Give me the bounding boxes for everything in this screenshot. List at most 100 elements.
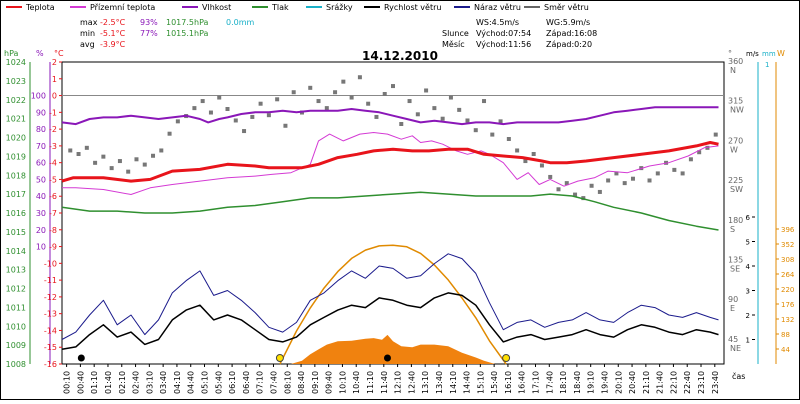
temp-tick-label: -1 bbox=[49, 108, 57, 117]
temp-tick-label: -15 bbox=[44, 343, 57, 352]
axis-unit-hpa: hPa bbox=[4, 49, 19, 58]
pressure-line bbox=[61, 191, 719, 231]
sun-set: Západ:16:08 bbox=[546, 29, 597, 38]
solar-tick-label: 44 bbox=[781, 346, 790, 354]
wind-dir-dot bbox=[448, 95, 453, 100]
time-tick-label: 18:40 bbox=[573, 371, 582, 394]
astro-markers bbox=[77, 354, 511, 362]
dir-tick-name: NE bbox=[730, 344, 741, 353]
wind-dir-dot bbox=[506, 137, 511, 141]
wind-dir-dot bbox=[208, 110, 213, 115]
wind-dir-dot bbox=[117, 159, 122, 164]
axis-unit-w: W bbox=[777, 49, 785, 58]
hum-tick-label: 90 bbox=[36, 108, 46, 117]
wind-dir-dot bbox=[316, 99, 321, 104]
astro-panel: WS:4.5m/s WG:5.9m/s Slunce Východ:07:54 Zápa… bbox=[442, 18, 597, 49]
wind-tick-label: 4 bbox=[746, 263, 751, 271]
sun-curve bbox=[279, 244, 507, 365]
time-tick-label: 21:40 bbox=[656, 371, 665, 394]
wind-tick-label: 2 bbox=[746, 312, 750, 320]
wind-dir-dot bbox=[457, 107, 462, 112]
time-tick-label: 03:40 bbox=[159, 371, 168, 394]
sunset-marker bbox=[502, 354, 511, 362]
dir-tick-label: 45 bbox=[728, 335, 738, 344]
time-tick-label: 09:10 bbox=[311, 371, 320, 394]
wind-dir-dot bbox=[713, 132, 718, 137]
wind-dir-dot bbox=[374, 114, 379, 119]
wind-dir-dot bbox=[382, 92, 387, 96]
time-tick-label: 02:40 bbox=[132, 371, 141, 394]
dir-tick-name: NW bbox=[730, 106, 744, 115]
moon-set: Západ:0:20 bbox=[546, 40, 592, 49]
time-tick-label: 14:40 bbox=[463, 371, 472, 394]
stats-min-temp: -5.1°C bbox=[100, 29, 126, 38]
gust-line bbox=[61, 253, 719, 340]
sun-label: Slunce bbox=[442, 29, 469, 38]
wind-dir-dot bbox=[142, 162, 147, 167]
stats-max-hum: 93% bbox=[140, 18, 158, 27]
time-tick-label: 21:10 bbox=[642, 371, 651, 394]
press-tick-label: 1013 bbox=[6, 266, 26, 275]
wind-dir-dot bbox=[283, 123, 288, 128]
rain-tick-label: 1 bbox=[765, 61, 769, 69]
press-tick-label: 1019 bbox=[6, 152, 26, 161]
wind-dir-dot bbox=[84, 145, 89, 150]
press-tick-label: 1018 bbox=[6, 171, 26, 180]
wind-dir-dot bbox=[647, 178, 652, 183]
wind-dir-dot bbox=[523, 159, 528, 164]
wind-dir-dot bbox=[93, 160, 98, 165]
legend-item-teplota: Teplota bbox=[6, 3, 55, 12]
wind-dir-dot bbox=[697, 150, 702, 155]
press-tick-label: 1014 bbox=[6, 247, 26, 256]
time-tick-label: 16:10 bbox=[504, 371, 513, 394]
wind-dir-dot bbox=[515, 148, 520, 153]
moon-rise-marker bbox=[383, 354, 391, 362]
time-tick-label: 04:40 bbox=[187, 371, 196, 394]
dir-tick-name: W bbox=[730, 145, 738, 154]
wind-dir-dot bbox=[655, 171, 660, 176]
time-tick-label: 08:40 bbox=[297, 371, 306, 394]
dir-tick-label: 225 bbox=[728, 176, 743, 185]
wind-dir-dot bbox=[134, 157, 139, 162]
wind-dir-dot bbox=[556, 187, 561, 192]
dir-tick-name: E bbox=[730, 304, 735, 313]
solar-axis: 396 352 308 264 220 176 132 88 44 bbox=[776, 226, 795, 354]
time-tick-label: 18:10 bbox=[559, 371, 568, 394]
time-tick-label: 13:40 bbox=[435, 371, 444, 394]
legend-item-vlhkost: Vlhkost bbox=[182, 3, 231, 12]
moon-rise: Východ:11:56 bbox=[476, 40, 531, 49]
press-tick-label: 1016 bbox=[6, 209, 26, 218]
stats-avg-temp: -3.9°C bbox=[100, 40, 126, 49]
legend-label: Tlak bbox=[271, 3, 289, 12]
dir-tick-name: N bbox=[730, 66, 736, 75]
press-tick-label: 1023 bbox=[6, 77, 26, 86]
press-tick-label: 1012 bbox=[6, 285, 26, 294]
time-tick-label: 02:10 bbox=[118, 371, 127, 394]
temperature-line bbox=[61, 141, 719, 183]
sun-rise: Východ:07:54 bbox=[476, 29, 531, 38]
wind-dir-dot bbox=[606, 178, 611, 183]
wind-dir-dot bbox=[349, 95, 354, 100]
wind-dir-dot bbox=[705, 145, 710, 150]
dir-tick-label: 270 bbox=[728, 136, 743, 145]
dir-tick-name: SE bbox=[730, 265, 740, 274]
moon-set-marker bbox=[77, 354, 85, 362]
hum-tick-label: 100 bbox=[31, 92, 46, 101]
dir-tick-label: 90 bbox=[728, 295, 738, 304]
wind-dir-dot bbox=[308, 85, 313, 90]
wind-dir-dot bbox=[622, 181, 627, 186]
temp-tick-label: -9 bbox=[49, 243, 57, 252]
time-tick-label: 10:10 bbox=[338, 371, 347, 394]
time-tick-label: 11:10 bbox=[366, 371, 375, 394]
time-tick-label: 19:10 bbox=[587, 371, 596, 394]
axis-unit-ms: m/s bbox=[746, 50, 759, 58]
dir-tick-name: SW bbox=[730, 185, 743, 194]
wind-dir-dot bbox=[614, 171, 619, 176]
temp-tick-label: -14 bbox=[44, 326, 57, 335]
hum-tick-label: 10 bbox=[36, 243, 46, 252]
solar-tick-label: 396 bbox=[781, 226, 795, 234]
wind-dir-dot bbox=[266, 113, 271, 118]
solar-area bbox=[290, 334, 496, 364]
